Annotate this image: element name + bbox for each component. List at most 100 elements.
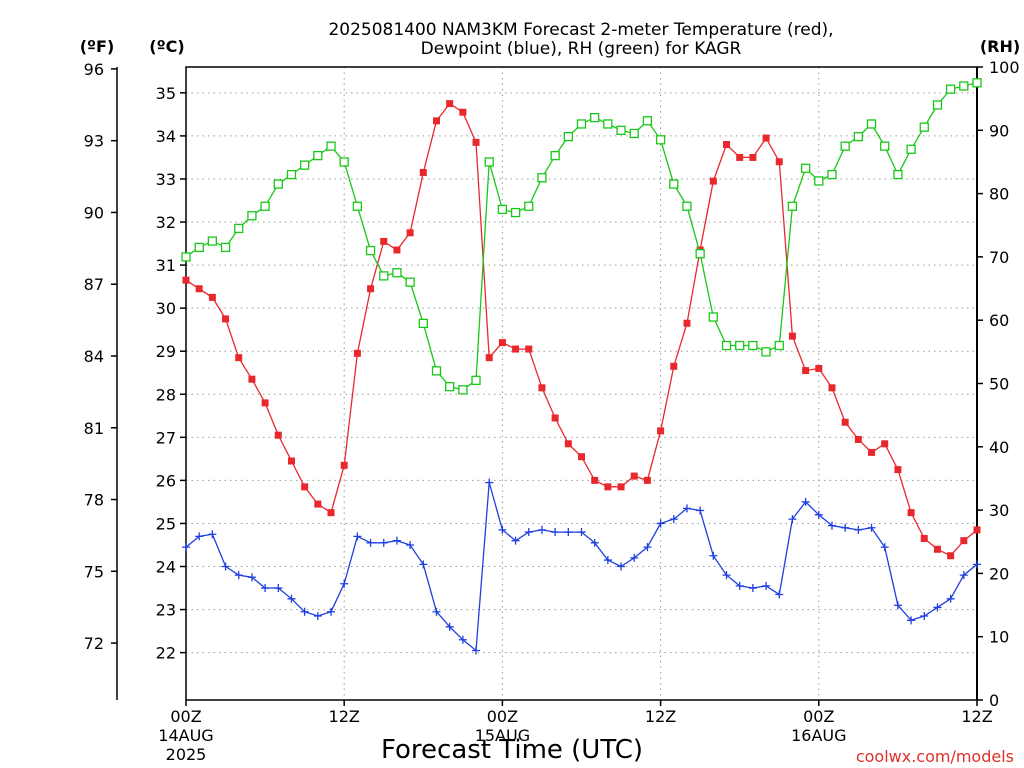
axis-ticks: 22 23 24 25 26 27 28 29 30 31 32 33 34 35 72 75 78 81 84 87… — [84, 58, 1020, 764]
point-rh — [379, 271, 389, 281]
point-rh — [510, 207, 521, 218]
point-temperature — [261, 399, 269, 407]
point-temperature — [591, 476, 599, 484]
point-dewpoint — [669, 515, 678, 524]
point-temperature — [208, 293, 216, 301]
point-temperature — [564, 440, 572, 448]
celsius-unit-label: (ºC) — [149, 37, 184, 56]
point-temperature — [894, 466, 902, 474]
point-rh — [365, 245, 376, 256]
point-rh — [893, 169, 903, 180]
tick-label-rh: 80 — [989, 185, 1009, 204]
point-rh — [919, 122, 929, 132]
point-temperature — [907, 509, 915, 517]
point-rh — [945, 84, 956, 94]
point-rh — [234, 223, 244, 234]
point-dewpoint — [353, 532, 362, 541]
tick-label-rh: 10 — [989, 628, 1009, 647]
point-dewpoint — [524, 528, 533, 537]
point-temperature — [960, 537, 968, 545]
tick-label-rh: 100 — [989, 58, 1020, 77]
point-temperature — [683, 319, 691, 327]
tick-label-celsius: 30 — [156, 299, 176, 318]
point-temperature — [353, 349, 361, 357]
point-dewpoint — [867, 523, 876, 532]
point-rh — [959, 81, 969, 91]
tick-label-rh: 30 — [989, 501, 1009, 520]
point-dewpoint — [920, 612, 929, 621]
point-temperature — [248, 375, 256, 383]
series-rh — [181, 78, 982, 395]
point-dewpoint — [498, 525, 507, 534]
x-tick-date: 16AUG — [791, 726, 846, 745]
point-temperature — [367, 285, 375, 293]
point-rh — [748, 340, 758, 351]
point-rh — [471, 375, 481, 385]
point-temperature — [604, 483, 612, 491]
point-dewpoint — [300, 607, 309, 616]
point-temperature — [538, 384, 546, 392]
point-rh — [392, 268, 402, 278]
point-temperature — [617, 483, 625, 491]
point-rh — [220, 242, 231, 253]
fahrenheit-unit-label: (ºF) — [80, 37, 115, 56]
point-rh — [484, 157, 494, 167]
point-dewpoint — [419, 560, 428, 569]
point-temperature — [920, 535, 928, 543]
point-dewpoint — [340, 579, 349, 588]
point-rh — [260, 201, 270, 211]
point-temperature — [868, 448, 876, 456]
point-temperature — [802, 367, 810, 375]
point-temperature — [485, 354, 493, 362]
x-axis-label: Forecast Time (UTC) — [381, 735, 643, 765]
point-dewpoint — [907, 616, 916, 625]
point-temperature — [512, 345, 520, 353]
point-temperature — [643, 476, 651, 484]
point-dewpoint — [379, 538, 388, 547]
point-rh — [761, 347, 771, 357]
tick-label-celsius: 32 — [156, 213, 176, 232]
point-rh — [418, 318, 428, 329]
point-dewpoint — [762, 581, 771, 590]
point-rh — [207, 236, 218, 246]
point-dewpoint — [814, 510, 823, 519]
point-temperature — [749, 153, 757, 161]
x-tick-date: 14AUG — [158, 726, 213, 745]
point-dewpoint — [946, 594, 955, 603]
point-temperature — [393, 246, 401, 254]
point-rh — [708, 312, 718, 322]
point-rh — [537, 173, 547, 183]
point-rh — [840, 141, 850, 151]
point-dewpoint — [893, 601, 902, 610]
point-rh — [339, 157, 349, 167]
tick-label-fahrenheit: 96 — [84, 60, 104, 79]
point-rh — [313, 150, 323, 161]
point-rh — [299, 160, 310, 170]
point-temperature — [327, 509, 335, 517]
point-temperature — [446, 100, 454, 108]
tick-label-celsius: 29 — [156, 342, 176, 361]
point-rh — [906, 144, 916, 154]
point-temperature — [301, 483, 309, 491]
point-rh — [247, 211, 257, 221]
data-series — [181, 78, 982, 655]
point-temperature — [498, 339, 506, 347]
point-dewpoint — [682, 504, 691, 513]
point-dewpoint — [511, 536, 520, 545]
point-dewpoint — [630, 553, 639, 562]
tick-label-fahrenheit: 87 — [84, 275, 104, 294]
point-rh — [603, 119, 613, 129]
point-temperature — [775, 158, 783, 166]
tick-label-celsius: 24 — [156, 558, 176, 577]
point-dewpoint — [722, 571, 731, 580]
point-dewpoint — [551, 528, 560, 537]
point-dewpoint — [577, 528, 586, 537]
point-temperature — [419, 169, 427, 176]
point-temperature — [235, 354, 243, 362]
tick-label-rh: 70 — [989, 248, 1009, 267]
point-temperature — [736, 153, 744, 161]
point-rh — [181, 252, 191, 262]
point-dewpoint — [432, 607, 441, 616]
point-rh — [576, 119, 587, 129]
